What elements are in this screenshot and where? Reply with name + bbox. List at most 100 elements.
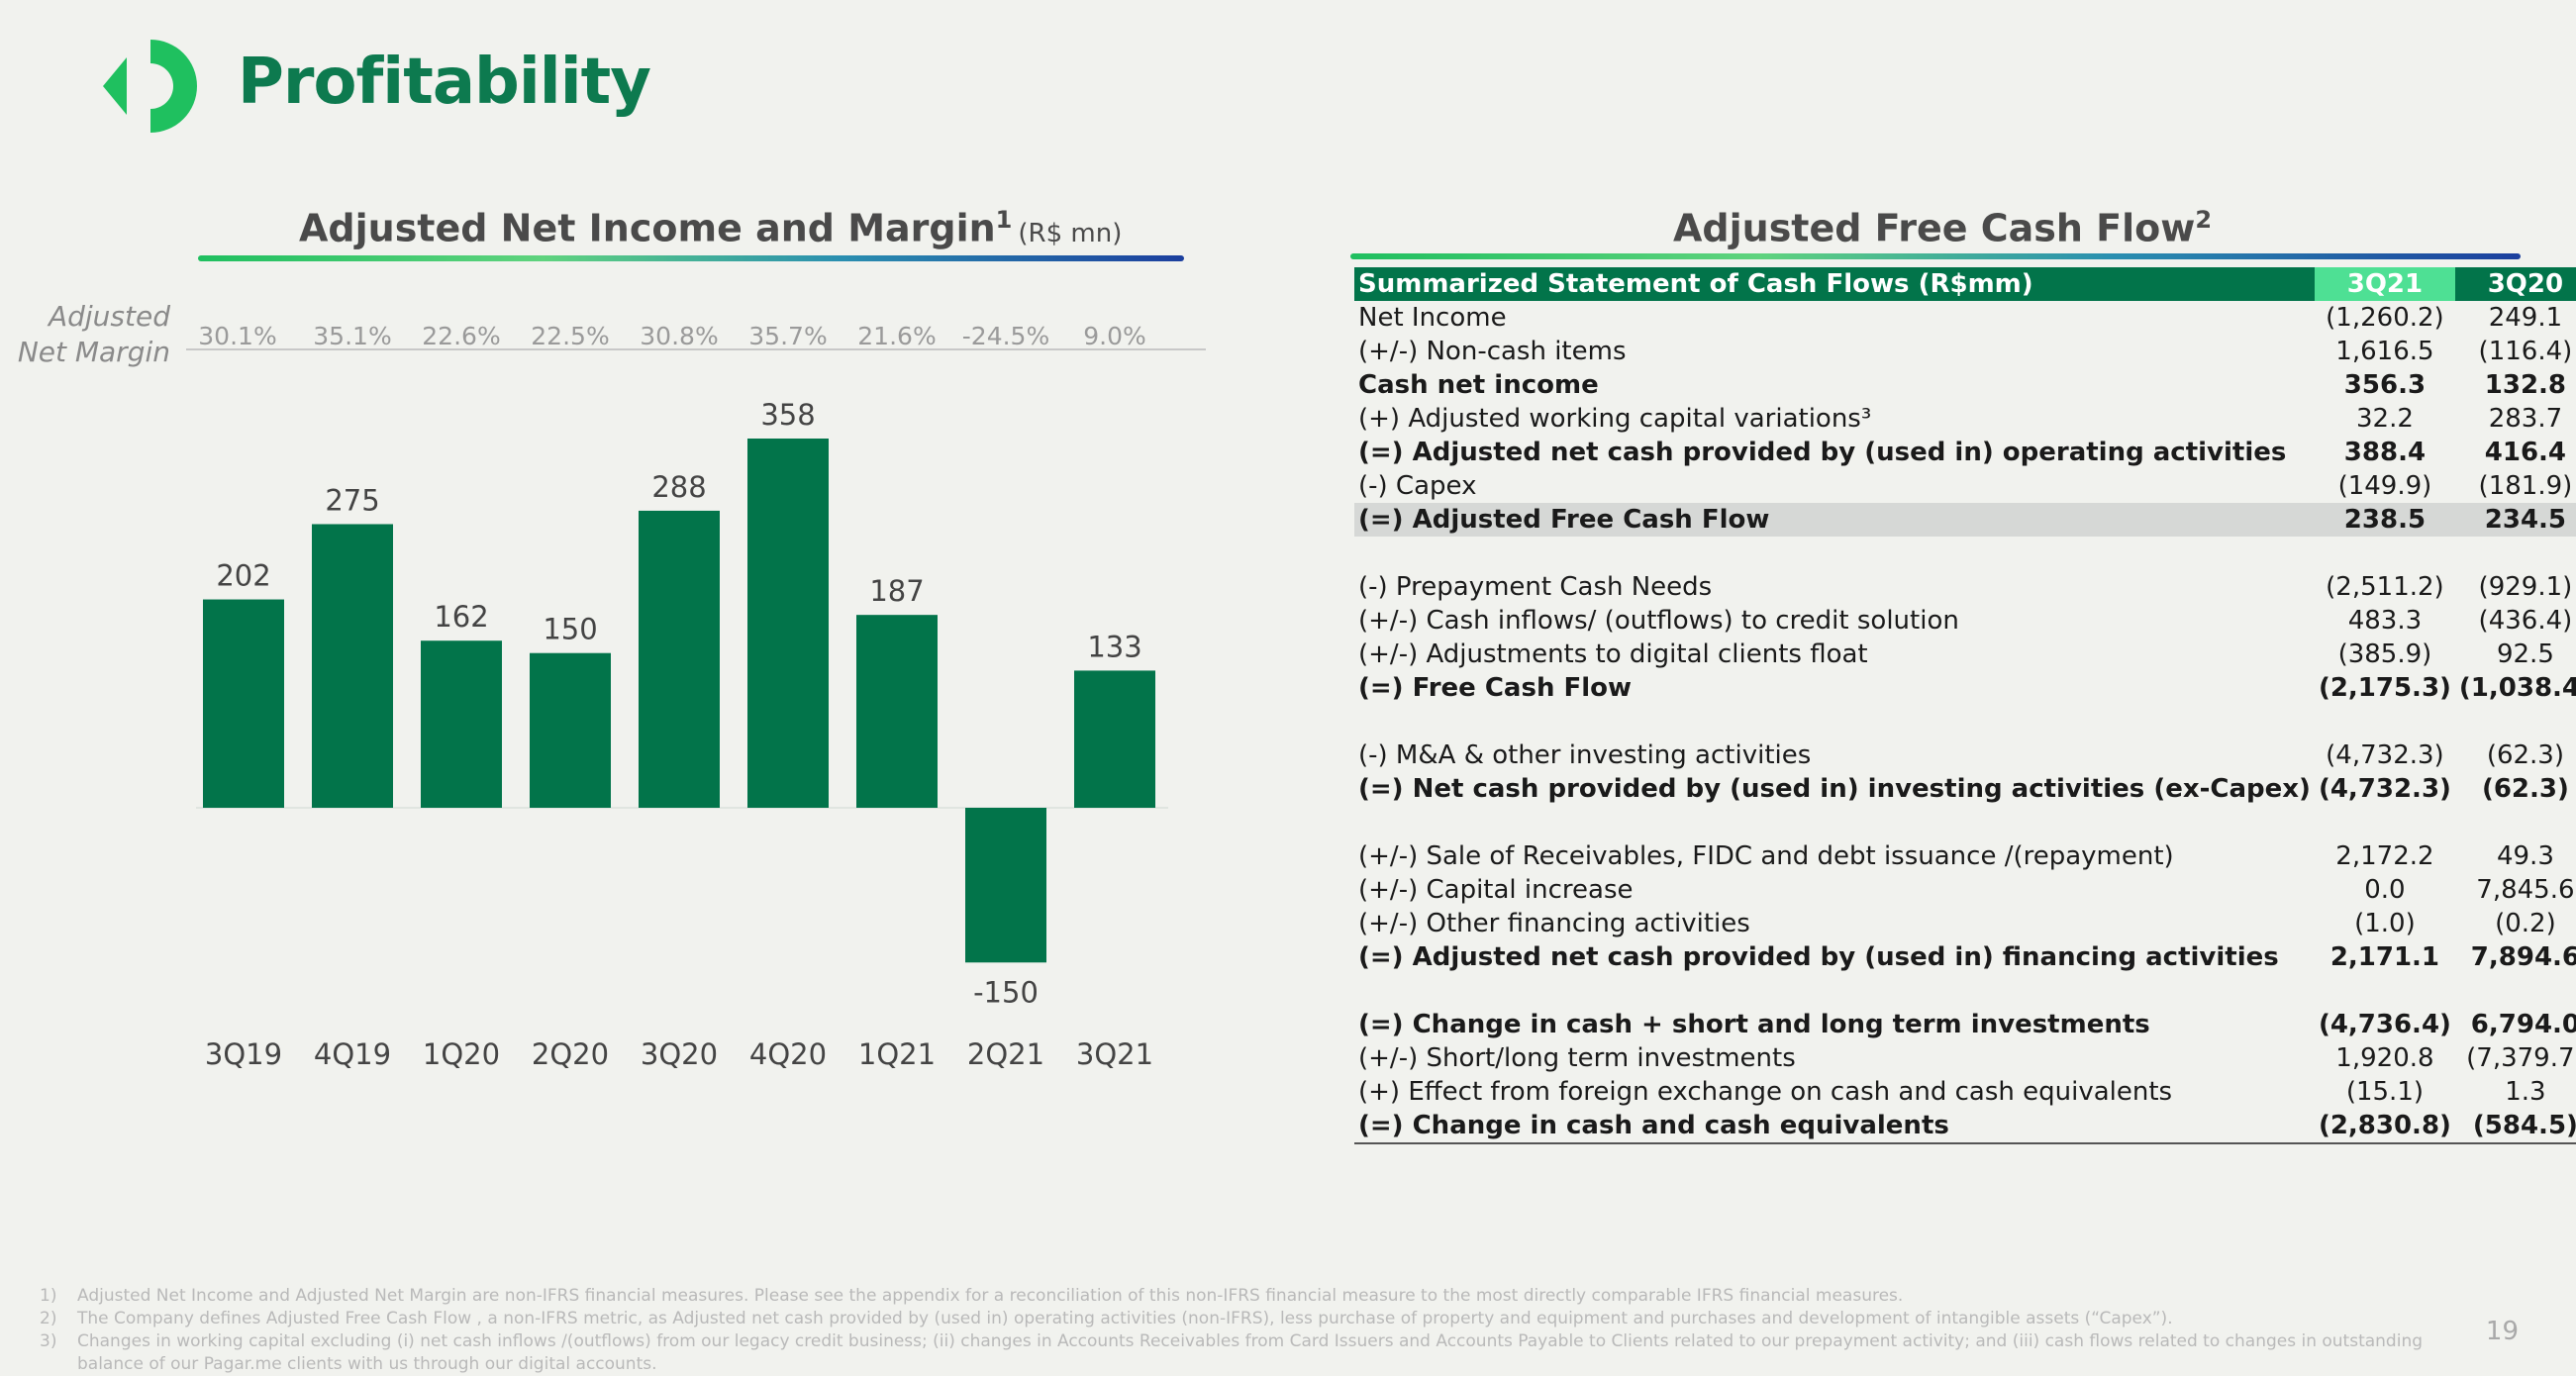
chart-title-footnote: 1: [995, 206, 1013, 234]
row-value-3q21: (385.9): [2337, 639, 2432, 669]
row-value-3q20: (62.3): [2486, 740, 2564, 770]
margin-value: 22.6%: [422, 322, 500, 350]
bar-value-label: 162: [434, 600, 488, 634]
row-value-3q20: 1.3: [2505, 1077, 2546, 1107]
bar-value-label: 133: [1087, 630, 1141, 663]
row-label: (+/-) Capital increase: [1358, 875, 1634, 905]
table-row: (=) Adjusted Free Cash Flow 238.5 234.5: [1354, 503, 2576, 537]
row-value-3q21: 2,172.2: [2335, 841, 2434, 871]
table-row: (-) Capex (149.9) (181.9): [1354, 469, 2576, 503]
x-tick-label: 4Q19: [314, 1037, 391, 1071]
row-value-3q20: 92.5: [2496, 639, 2554, 669]
row-value-3q20: 416.4: [2484, 438, 2567, 467]
row-value-3q21: 1,920.8: [2335, 1043, 2434, 1073]
bar-1Q21: [856, 615, 938, 808]
row-value-3q21: [2315, 974, 2455, 1008]
row-label: (+/-) Adjustments to digital clients flo…: [1358, 639, 1868, 669]
table-header-3q20: 3Q20: [2454, 267, 2576, 301]
row-label: (+/-) Cash inflows/ (outflows) to credit…: [1358, 606, 1959, 636]
row-value-3q21: 483.3: [2347, 606, 2423, 636]
chart-title: Adjusted Net Income and Margin1 (R$ mn): [299, 206, 1122, 250]
row-value-3q21: (2,830.8): [2314, 1109, 2455, 1144]
footnote-number: 2): [40, 1309, 57, 1328]
table-title-underline: [1350, 253, 2521, 259]
x-tick-label: 2Q21: [967, 1037, 1044, 1071]
footnote-number: 1): [40, 1286, 57, 1306]
row-value-3q21: (2,175.3): [2318, 673, 2451, 703]
table-row: (+/-) Adjustments to digital clients flo…: [1354, 638, 2576, 671]
row-label: [1354, 974, 2315, 1008]
row-label: [1354, 537, 2315, 570]
bar-4Q20: [747, 439, 829, 808]
row-value-3q21: 32.2: [2355, 404, 2414, 434]
row-value-3q20: (62.3): [2481, 774, 2569, 804]
row-label: (+) Effect from foreign exchange on cash…: [1358, 1077, 2173, 1107]
footnote-text: Changes in working capital excluding (i)…: [77, 1331, 2424, 1374]
margin-label-line-1: Adjusted: [48, 300, 170, 333]
footnotes: 1) Adjusted Net Income and Adjusted Net M…: [40, 1285, 2455, 1376]
bar-2Q21: [965, 808, 1046, 963]
footnote: 3) Changes in working capital excluding (…: [40, 1330, 2455, 1376]
row-value-3q21: (4,736.4): [2318, 1010, 2451, 1039]
table-spacer-row: [1354, 806, 2576, 839]
row-value-3q20: 132.8: [2484, 370, 2567, 400]
table-row: (+) Effect from foreign exchange on cash…: [1354, 1075, 2576, 1109]
row-value-3q21: 0.0: [2364, 875, 2406, 905]
bar-value-label: 150: [543, 613, 597, 646]
footnote-number: 3): [40, 1331, 57, 1351]
table-row: (=) Adjusted net cash provided by (used …: [1354, 436, 2576, 469]
row-label: (+/-) Short/long term investments: [1358, 1043, 1796, 1073]
margin-value: 35.1%: [313, 322, 391, 350]
bar-value-label: 202: [216, 559, 270, 593]
row-label: (-) M&A & other investing activities: [1358, 740, 1812, 770]
row-label: (=) Net cash provided by (used in) inves…: [1358, 774, 2311, 804]
row-value-3q20: [2455, 537, 2576, 570]
row-label: (=) Free Cash Flow: [1358, 673, 1633, 703]
row-value-3q20: (0.2): [2495, 909, 2556, 938]
bar-value-label: -150: [973, 975, 1039, 1009]
row-value-3q21: (1.0): [2354, 909, 2416, 938]
x-tick-label: 3Q19: [205, 1037, 282, 1071]
margin-value: 35.7%: [748, 322, 827, 350]
footnote: 2) The Company defines Adjusted Free Cash…: [40, 1308, 2455, 1330]
row-label: (+) Adjusted working capital variations³: [1358, 404, 1872, 434]
table-row: (-) Prepayment Cash Needs (2,511.2) (929.1…: [1354, 570, 2576, 604]
row-value-3q20: [2455, 705, 2576, 738]
cash-flow-table: Summarized Statement of Cash Flows (R$mm…: [1354, 267, 2576, 1144]
row-value-3q21: 2,171.1: [2329, 942, 2440, 972]
row-value-3q21: (2,511.2): [2326, 572, 2444, 602]
x-tick-label: 3Q20: [641, 1037, 718, 1071]
bar-3Q21: [1074, 670, 1155, 808]
row-value-3q20: (436.4): [2478, 606, 2573, 636]
bar-3Q19: [203, 599, 284, 808]
bar-3Q20: [639, 510, 720, 808]
x-tick-label: 2Q20: [532, 1037, 609, 1071]
bar-4Q19: [312, 524, 393, 808]
row-value-3q21: (149.9): [2337, 471, 2432, 501]
table-row: (=) Net cash provided by (used in) inves…: [1354, 772, 2576, 806]
row-label: (+/-) Sale of Receivables, FIDC and debt…: [1358, 841, 2174, 871]
footnote-text: The Company defines Adjusted Free Cash F…: [77, 1309, 2173, 1328]
page-number: 19: [2485, 1317, 2519, 1346]
table-title-footnote: 2: [2195, 206, 2213, 234]
row-value-3q20: 234.5: [2454, 503, 2576, 537]
bar-value-label: 358: [760, 398, 815, 432]
table-spacer-row: [1354, 537, 2576, 570]
row-label: (=) Change in cash + short and long term…: [1358, 1010, 2150, 1039]
row-value-3q20: 49.3: [2496, 841, 2554, 871]
row-value-3q20: 7,845.6: [2476, 875, 2575, 905]
row-value-3q20: (584.5): [2454, 1109, 2576, 1144]
row-label: [1354, 806, 2315, 839]
margin-value: 22.5%: [531, 322, 609, 350]
row-label: (=) Adjusted Free Cash Flow: [1354, 503, 2315, 537]
table-row: (=) Change in cash and cash equivalents(…: [1354, 1109, 2576, 1144]
row-value-3q21: 1,616.5: [2335, 337, 2434, 366]
row-label: (=) Change in cash and cash equivalents: [1354, 1109, 2315, 1144]
row-label: (-) Prepayment Cash Needs: [1358, 572, 1713, 602]
bar-value-label: 288: [651, 470, 706, 504]
row-label: (=) Adjusted net cash provided by (used …: [1358, 438, 2287, 467]
row-label: (+/-) Other financing activities: [1358, 909, 1750, 938]
row-value-3q20: [2455, 806, 2576, 839]
row-value-3q21: 238.5: [2314, 503, 2455, 537]
margin-value: -24.5%: [962, 322, 1049, 350]
